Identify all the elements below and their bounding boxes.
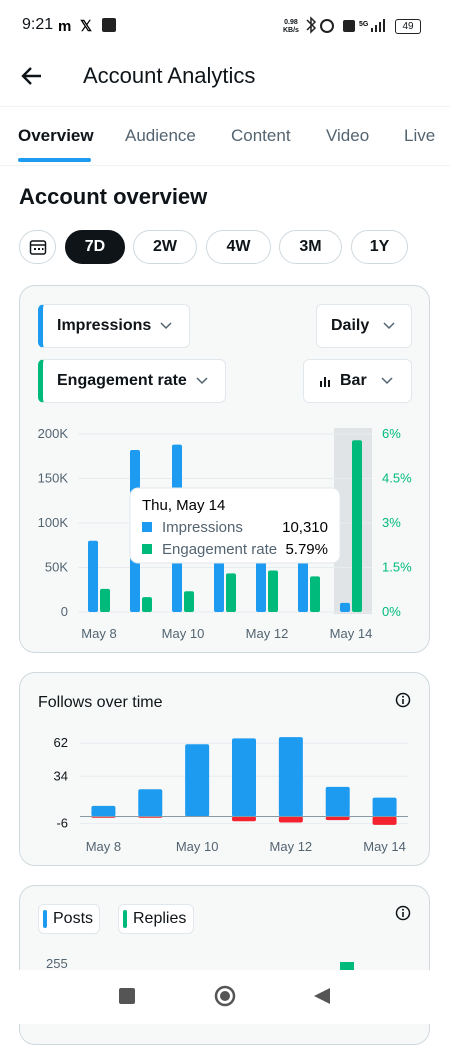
y-tick-label: 255 bbox=[46, 956, 68, 971]
bar bbox=[373, 798, 397, 817]
bar bbox=[91, 806, 115, 817]
bar bbox=[326, 817, 350, 821]
bar bbox=[326, 787, 350, 817]
legend-swatch bbox=[43, 910, 47, 928]
follows-chart: -6 34 62 May 8 May 10 May 12 May 14 bbox=[0, 0, 450, 870]
bar bbox=[279, 817, 303, 823]
back-nav-button[interactable] bbox=[314, 988, 330, 1004]
legend-label: Posts bbox=[53, 910, 93, 928]
bar bbox=[138, 789, 162, 816]
y-tick-label: 34 bbox=[54, 768, 68, 783]
legend-label: Replies bbox=[133, 910, 186, 928]
y-tick-label: -6 bbox=[56, 816, 68, 831]
bar bbox=[232, 738, 256, 816]
partial-bar bbox=[340, 962, 354, 970]
info-icon[interactable] bbox=[395, 905, 411, 921]
x-tick-label: May 8 bbox=[86, 839, 121, 854]
bar bbox=[279, 737, 303, 816]
recents-button[interactable] bbox=[119, 988, 135, 1004]
legend-swatch bbox=[123, 910, 127, 928]
x-tick-label: May 14 bbox=[363, 839, 406, 854]
nav-bar bbox=[0, 970, 450, 1024]
bar bbox=[373, 817, 397, 825]
x-tick-label: May 12 bbox=[270, 839, 313, 854]
legend-chip[interactable]: Posts bbox=[38, 904, 100, 934]
y-tick-label: 62 bbox=[54, 735, 68, 750]
nav-buttons bbox=[0, 970, 450, 1024]
legend-chip[interactable]: Replies bbox=[118, 904, 194, 934]
bar bbox=[185, 744, 209, 816]
bar bbox=[232, 817, 256, 822]
x-tick-label: May 10 bbox=[176, 839, 219, 854]
